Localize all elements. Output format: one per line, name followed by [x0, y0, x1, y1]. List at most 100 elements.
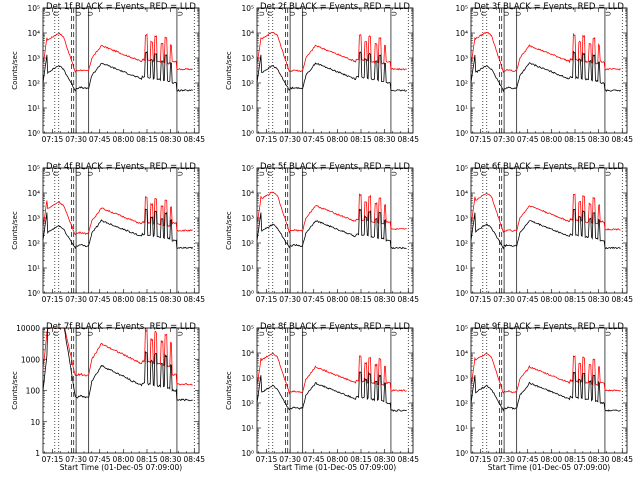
y-tick-label: 10⁰ — [27, 129, 40, 138]
x-tick-label: 07:15 — [470, 295, 492, 304]
y-tick-label: 10³ — [241, 214, 254, 223]
y-tick-label: 10⁴ — [241, 189, 254, 198]
y-tick-label: 10⁵ — [241, 4, 254, 13]
series-line-lld — [42, 327, 193, 387]
y-tick-label: 10⁵ — [27, 164, 40, 173]
interval-marker: ⊃ — [289, 169, 295, 178]
series-line-events — [42, 208, 194, 250]
panel-title: Det 5f BLACK = Events, RED = LLD — [260, 162, 410, 172]
interval-marker: ⊃ — [301, 169, 307, 178]
y-tick-label: 10³ — [455, 214, 468, 223]
x-tick-label: 08:45 — [611, 135, 633, 144]
interval-marker: ⊃ — [515, 329, 521, 338]
x-tick-label: 08:00 — [327, 135, 349, 144]
plot-frame — [42, 167, 200, 294]
interval-marker: ⊃ — [289, 329, 295, 338]
x-tick-label: 08:30 — [160, 135, 182, 144]
x-tick-label: 08:15 — [350, 455, 372, 464]
y-tick-label: 10³ — [241, 374, 254, 383]
panel-title: Det 3f BLACK = Events, RED = LLD — [474, 2, 624, 12]
plot-frame — [470, 167, 628, 294]
y-axis-label: Counts/sec — [225, 51, 233, 90]
series-line-lld — [256, 352, 407, 395]
y-tick-label: 10² — [241, 399, 254, 408]
interval-marker: ⊃ — [391, 9, 397, 18]
plot-frame — [256, 7, 414, 134]
y-tick-label: 10¹ — [27, 104, 40, 113]
series-line-events — [42, 51, 193, 92]
interval-marker: ⊃ — [75, 9, 81, 18]
y-tick-label: 10⁴ — [241, 29, 254, 38]
series-line-events — [470, 50, 622, 93]
y-tick-label: 10⁰ — [241, 129, 254, 138]
y-tick-label: 10¹ — [455, 264, 468, 273]
panel-title: Det 4f BLACK = Events, RED = LLD — [46, 162, 196, 172]
interval-marker: ⊂ — [480, 169, 486, 178]
x-tick-label: 07:15 — [42, 455, 64, 464]
series-line-lld — [470, 31, 621, 74]
x-tick-label: 07:45 — [303, 455, 325, 464]
panel-title: Det 7f BLACK = Events, RED = LLD — [46, 322, 196, 332]
interval-marker: ⊃ — [605, 169, 611, 178]
interval-marker: ⊃ — [503, 329, 509, 338]
y-tick-label: 10¹ — [27, 264, 40, 273]
y-tick-label: 10³ — [455, 374, 468, 383]
panel-title: Det 1f BLACK = Events, RED = LLD — [46, 2, 196, 12]
y-tick-label: 10¹ — [241, 264, 254, 273]
chart-panel: Det 3f BLACK = Events, RED = LLD 10⁰ 10¹ 10… — [455, 2, 633, 144]
x-tick-label: 08:30 — [588, 455, 610, 464]
x-tick-label: 08:00 — [541, 455, 563, 464]
chart-panel: Det 7f BLACK = Events, RED = LLD 1 10 100 10… — [11, 322, 205, 472]
x-tick-label: 07:15 — [256, 455, 278, 464]
y-axis-label: Counts/sec — [225, 211, 233, 250]
interval-marker: ⊃ — [473, 169, 479, 178]
x-tick-label: 08:00 — [541, 135, 563, 144]
x-tick-label: 07:15 — [42, 295, 64, 304]
y-tick-label: 10⁴ — [27, 189, 40, 198]
x-tick-label: 07:45 — [89, 295, 111, 304]
interval-marker: ⊃ — [503, 169, 509, 178]
interval-marker: ⊃ — [605, 9, 611, 18]
chart-panel: Det 6f BLACK = Events, RED = LLD 10⁰ 10¹ 10… — [455, 162, 633, 304]
x-tick-label: 08:15 — [350, 135, 372, 144]
series-line-events — [256, 51, 408, 92]
interval-marker: ⊃ — [87, 9, 93, 18]
y-tick-label: 10⁴ — [27, 29, 40, 38]
x-tick-label: 08:15 — [136, 455, 158, 464]
plot-frame — [42, 7, 200, 134]
y-tick-label: 1000 — [21, 355, 40, 364]
chart-panel: Det 2f BLACK = Events, RED = LLD 10⁰ 10¹ 10… — [225, 2, 419, 144]
x-tick-label: 07:45 — [303, 135, 325, 144]
interval-marker: ⊃ — [87, 169, 93, 178]
plot-frame — [256, 327, 414, 454]
series-line-lld — [256, 31, 407, 73]
y-axis-label: Counts/sec — [11, 371, 19, 410]
series-line-lld — [42, 196, 193, 236]
x-tick-label: 08:30 — [374, 455, 396, 464]
plot-frame — [470, 327, 628, 454]
x-tick-label: 08:45 — [397, 135, 419, 144]
interval-marker: ⊂ — [52, 9, 58, 18]
interval-marker: ⊃ — [503, 9, 509, 18]
x-tick-label: 08:15 — [564, 135, 586, 144]
y-tick-label: 10² — [27, 79, 40, 88]
y-tick-label: 10⁰ — [455, 289, 468, 298]
interval-marker: ⊃ — [473, 9, 479, 18]
x-tick-label: 07:30 — [65, 455, 87, 464]
x-tick-label: 08:15 — [564, 455, 586, 464]
x-tick-label: 08:45 — [183, 455, 205, 464]
series-line-lld — [470, 352, 621, 394]
x-tick-label: 08:30 — [588, 295, 610, 304]
interval-marker: ⊃ — [45, 169, 51, 178]
y-tick-label: 10² — [241, 79, 254, 88]
y-tick-label: 10² — [27, 239, 40, 248]
x-tick-label: 08:30 — [374, 295, 396, 304]
x-tick-label: 08:00 — [113, 135, 135, 144]
x-tick-label: 07:30 — [279, 135, 301, 144]
y-tick-label: 10² — [241, 239, 254, 248]
x-tick-label: 08:45 — [397, 295, 419, 304]
x-tick-label: 08:00 — [541, 295, 563, 304]
x-tick-label: 08:45 — [611, 295, 633, 304]
interval-marker: ⊃ — [515, 9, 521, 18]
x-tick-label: 08:45 — [611, 455, 633, 464]
